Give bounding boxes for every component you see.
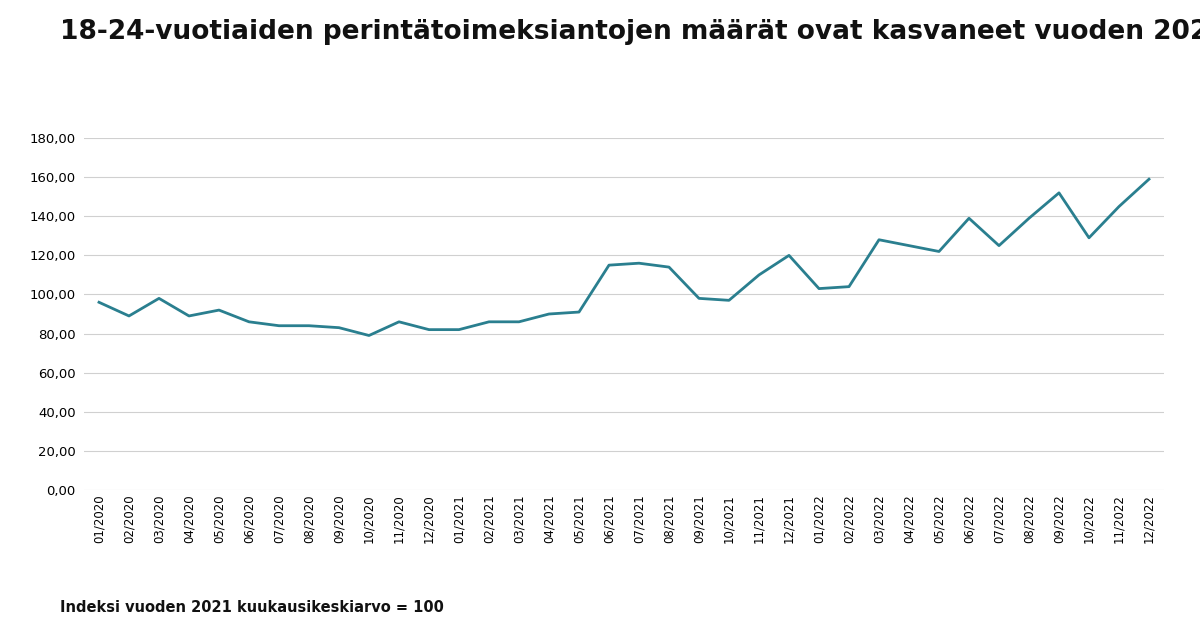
Text: 18-24-vuotiaiden perintätoimeksiantojen määrät ovat kasvaneet vuoden 2020 jälkee: 18-24-vuotiaiden perintätoimeksiantojen …	[60, 19, 1200, 45]
Text: Indeksi vuoden 2021 kuukausikeskiarvo = 100: Indeksi vuoden 2021 kuukausikeskiarvo = …	[60, 600, 444, 615]
